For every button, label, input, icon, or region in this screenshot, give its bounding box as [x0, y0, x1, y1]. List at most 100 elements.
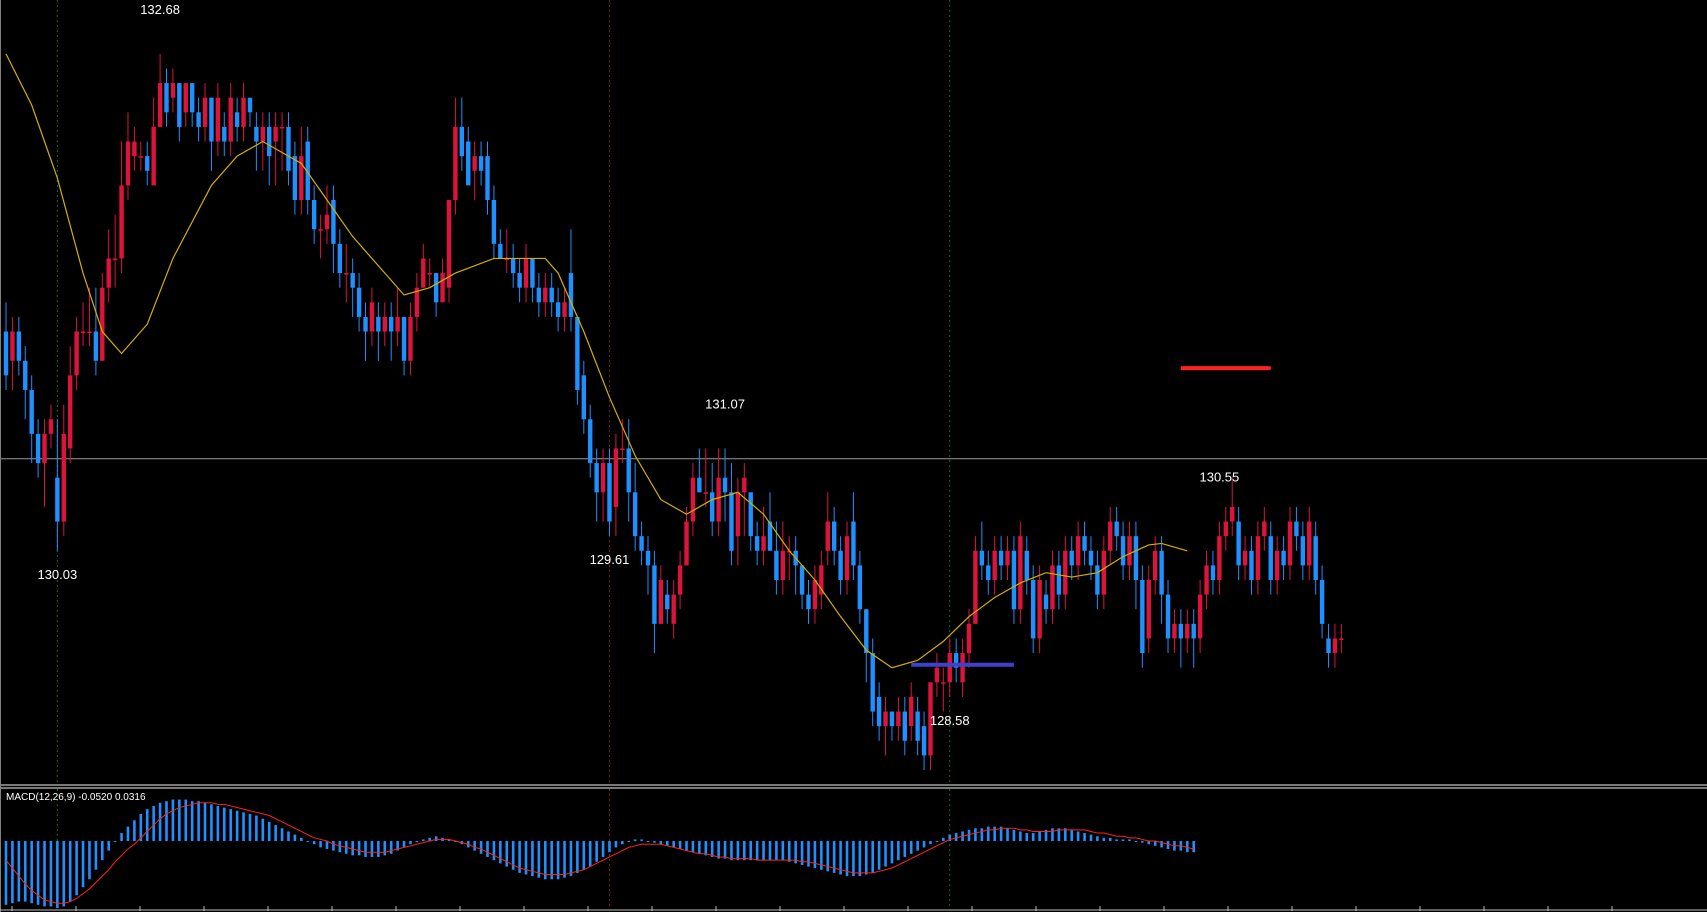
candle-body [902, 711, 907, 741]
candle-body [941, 682, 946, 684]
candle-body [279, 126, 285, 129]
candle-body [305, 141, 310, 200]
candle [941, 667, 946, 712]
macd-bar [415, 841, 419, 843]
candle [112, 214, 118, 288]
macd-bar [871, 841, 874, 873]
macd-bar [4, 841, 8, 905]
candle [1255, 521, 1261, 595]
candle [427, 258, 432, 288]
candle-body [748, 492, 753, 537]
candle-body [74, 331, 79, 376]
macd-bar [807, 841, 810, 867]
candle-body [947, 653, 952, 683]
candle [74, 316, 79, 390]
candle-body [376, 316, 381, 332]
macd-bar [1134, 841, 1138, 843]
candle-body [710, 492, 715, 522]
macd-bar [396, 841, 399, 851]
macd-bar [884, 841, 887, 867]
macd-bar [755, 841, 759, 861]
candle [164, 68, 169, 127]
candle [1075, 521, 1081, 580]
candle [145, 141, 150, 186]
candle-body [1178, 623, 1184, 639]
candle [1300, 521, 1306, 580]
candle-body [1056, 565, 1062, 595]
candle-body [189, 83, 195, 113]
macd-bar [473, 841, 476, 851]
macd-bar [377, 841, 380, 857]
candle-body [896, 711, 901, 727]
macd-bar [723, 841, 727, 859]
candle [389, 302, 394, 361]
main-price-panel[interactable]: 132.68 130.03 129.61 131.07 128.58 130.55 [0, 0, 1707, 784]
macd-bar [101, 841, 104, 861]
macd-panel[interactable]: MACD(12,26,9) -0.0520 0.0316 [4, 789, 1195, 909]
macd-bar [287, 831, 290, 842]
candle-body [132, 141, 137, 157]
macd-bar [556, 841, 560, 880]
candle-body [665, 594, 670, 610]
macd-bar [1019, 831, 1022, 842]
candle-body [151, 126, 156, 186]
candle-body [466, 141, 471, 186]
macd-bar [627, 841, 631, 843]
candle [555, 287, 561, 332]
candle [799, 565, 805, 610]
macd-bar [30, 841, 33, 904]
candle-body [401, 316, 407, 361]
candle-body [517, 273, 522, 288]
candle [1230, 477, 1235, 537]
candle [311, 185, 317, 244]
macd-bar [877, 841, 881, 870]
candle [1005, 536, 1010, 580]
candle-body [953, 653, 959, 668]
candle [921, 711, 927, 770]
macd-bar [704, 841, 708, 856]
macd-bar [672, 841, 675, 848]
candle-body [806, 594, 811, 610]
candle-body [588, 419, 593, 464]
macd-bar [999, 826, 1003, 842]
candle-body [1127, 536, 1132, 566]
macd-bar [351, 841, 354, 856]
candle-body [1197, 594, 1203, 639]
swing-label-1: 130.03 [37, 567, 77, 582]
candle-body [68, 375, 73, 449]
candle [896, 696, 901, 741]
candle-body [196, 112, 201, 127]
candle [100, 273, 105, 361]
macd-bar [1070, 829, 1074, 842]
candle [453, 97, 458, 215]
candle [543, 273, 548, 317]
macd-bar [203, 802, 207, 842]
macd-bar [800, 841, 804, 865]
candle-body [177, 83, 182, 127]
candle-body [234, 112, 240, 127]
macd-bar [434, 836, 438, 842]
candle-body [838, 550, 843, 580]
candle-body [1063, 550, 1068, 595]
candle [305, 126, 310, 215]
candle [1018, 521, 1023, 624]
macd-bar [678, 841, 682, 849]
candle [690, 463, 696, 537]
candle [1172, 609, 1177, 654]
candle [87, 287, 92, 347]
candle-body [600, 463, 606, 493]
candle-body [1005, 550, 1010, 566]
candle-body [93, 331, 99, 361]
macd-bar [794, 841, 797, 864]
candle [318, 214, 323, 259]
candle-body [446, 200, 452, 288]
candle [286, 112, 291, 186]
macd-bar [1031, 833, 1035, 842]
candle-body [613, 448, 619, 507]
candle [356, 273, 362, 332]
candle-body [1274, 550, 1280, 580]
candle-body [504, 258, 509, 260]
macd-bar [332, 841, 335, 851]
candle [703, 448, 708, 507]
candle-body [530, 258, 535, 288]
